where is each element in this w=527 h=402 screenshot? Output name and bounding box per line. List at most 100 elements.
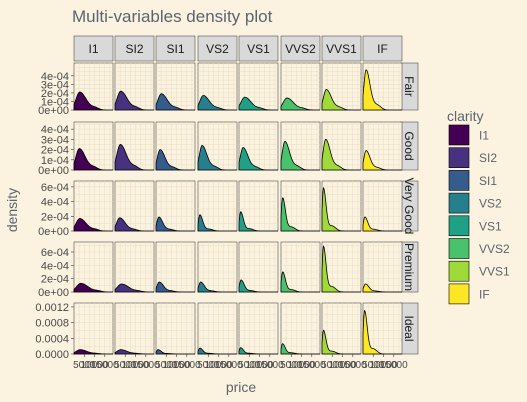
y-tick-label: 6e-04 [41,182,69,194]
y-tick-label: 6e-04 [41,247,69,259]
density-area-IF [362,283,402,293]
density-area-I1 [73,282,113,293]
x-tick-label: 5000 [73,360,96,371]
facet-panel [280,302,321,355]
panel-background [73,302,114,355]
x-tick-label: 5000 [362,360,385,371]
facet-panel [280,241,321,293]
facet-panel [238,62,279,111]
x-tick-label: 5000 [114,360,137,371]
facet-panel [155,241,196,293]
x-tick-label: 10000 [288,360,316,371]
facet-panel [238,241,279,293]
y-tick-label: 4e-04 [41,71,69,83]
x-tick-label: 10000 [246,360,274,371]
x-tick-label: 10000 [122,360,150,371]
x-tick-label: 10000 [329,360,357,371]
facet-panel [238,180,279,232]
facet-strip-column [155,35,196,62]
density-area-VVS1 [321,329,361,355]
legend-swatch [448,260,470,282]
density-area-VVS1 [321,245,361,293]
panel-background [280,302,321,355]
panel-background [197,302,238,355]
facet-panel [280,121,321,171]
density-area-IF [362,69,402,111]
density-area-SI1 [155,149,195,171]
y-tick-label: 0e+00 [38,105,69,117]
density-area-VS2 [197,145,237,171]
panel-background [197,241,238,293]
facet-strip-row-label: Good [402,131,416,160]
facet-strip-row-label: Fair [402,76,416,97]
facet-panel [114,62,155,111]
legend: clarity I1 SI2 SI1 VS2 VS1 VVS2 VVS1 IF [447,108,510,305]
density-area-VVS1 [321,186,361,232]
density-area-VVS2 [280,271,320,293]
facet-panel [114,121,155,171]
x-tick-label: 5000 [197,360,220,371]
facet-strip-column [321,35,362,62]
facet-panel [73,62,114,111]
facet-panel [73,241,114,293]
facet-strip-column-label: SI1 [166,42,184,56]
x-tick-label: 15000 [132,360,160,371]
legend-swatch [448,215,470,237]
facet-strip-row-label: Very Good [402,178,416,235]
facet-panel [73,302,114,355]
facet-panels: I1 SI2 SI1 VS2 VS1 VVS2 VVS1 IFFair0e+001e-042e… [35,35,419,371]
facet-strip-column-label: IF [377,42,388,56]
x-tick-label: 15000 [91,360,119,371]
y-tick-label: 0.0008 [35,318,69,330]
density-area-SI1 [155,349,195,355]
facet-panel [73,180,114,232]
density-area-VS1 [238,279,278,293]
legend-item-label: IF [479,287,490,301]
facet-panel [321,121,362,171]
facet-panel [321,241,362,293]
legend-item-label: SI1 [479,174,497,188]
y-axis-label: density [4,188,20,232]
density-area-VS1 [238,211,278,232]
facet-panel [155,62,196,111]
facet-panel [362,121,403,171]
panel-background [114,302,155,355]
facet-strip-column-label: VVS1 [326,42,357,56]
density-area-SI2 [114,217,154,232]
y-tick-label: 3e-04 [41,134,69,146]
density-area-IF [362,216,402,232]
y-tick-label: 2e-04 [41,145,69,157]
x-tick-label: 15000 [339,360,367,371]
y-tick-label: 2e-04 [41,88,69,100]
facet-panel [321,62,362,111]
facet-panel [197,121,238,171]
facet-panel [238,302,279,355]
facet-panel [238,121,279,171]
density-area-VVS2 [280,197,320,232]
x-tick-label: 10000 [163,360,191,371]
facet-strip-column-label: VS1 [247,42,270,56]
density-area-VS1 [238,347,278,355]
facet-strip-column [362,35,403,62]
density-area-VS2 [197,281,237,293]
x-tick-label: 5000 [280,360,303,371]
legend-swatch [448,170,470,191]
density-area-I1 [73,91,113,111]
y-tick-label: 0.0004 [35,333,69,345]
density-area-SI1 [155,93,195,111]
legend-swatch [448,192,470,214]
facet-panel [114,302,155,355]
density-area-SI2 [114,90,154,111]
density-area-VVS2 [280,140,320,171]
y-tick-label: 4e-04 [41,260,69,272]
facet-panel [362,180,403,232]
x-tick-label: 15000 [298,360,326,371]
y-tick-label: 0e+00 [38,226,69,238]
panel-background [280,241,321,293]
density-area-IF [362,309,402,355]
density-area-SI1 [155,281,195,293]
facet-strip-column [114,35,155,62]
legend-item-label: VVS1 [479,265,510,279]
y-tick-label: 2e-04 [41,274,69,286]
facet-strip-column [197,35,238,62]
